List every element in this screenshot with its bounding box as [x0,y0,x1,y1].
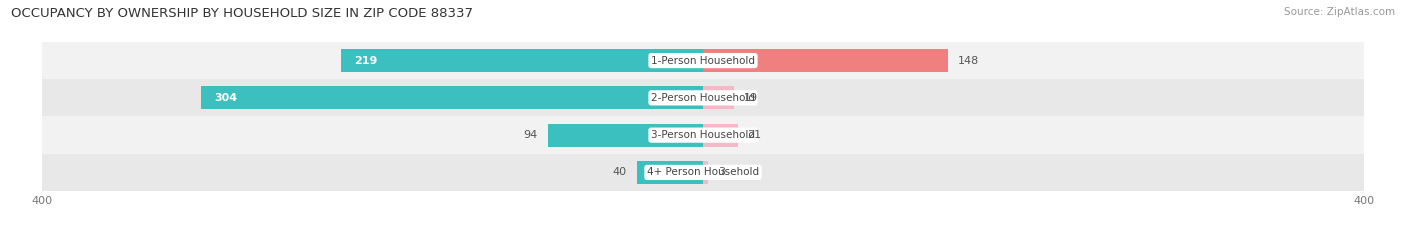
Text: 148: 148 [957,56,979,65]
Text: 4+ Person Household: 4+ Person Household [647,168,759,177]
Bar [42,116,1364,154]
Text: 1-Person Household: 1-Person Household [651,56,755,65]
Bar [201,86,703,110]
Text: 94: 94 [523,130,537,140]
Bar [42,79,1364,116]
Text: 2-Person Household: 2-Person Household [651,93,755,103]
Text: 21: 21 [748,130,762,140]
Bar [703,49,948,72]
Text: 304: 304 [214,93,238,103]
Text: 3-Person Household: 3-Person Household [651,130,755,140]
Bar [637,161,703,184]
Text: 40: 40 [613,168,627,177]
Bar [703,86,734,110]
Bar [42,42,1364,79]
Text: OCCUPANCY BY OWNERSHIP BY HOUSEHOLD SIZE IN ZIP CODE 88337: OCCUPANCY BY OWNERSHIP BY HOUSEHOLD SIZE… [11,7,474,20]
Bar [703,161,709,184]
Bar [548,123,703,147]
Bar [42,154,1364,191]
Text: 3: 3 [718,168,725,177]
Bar [342,49,703,72]
Text: 19: 19 [744,93,758,103]
Bar [703,123,738,147]
Text: Source: ZipAtlas.com: Source: ZipAtlas.com [1284,7,1395,17]
Text: 219: 219 [354,56,378,65]
